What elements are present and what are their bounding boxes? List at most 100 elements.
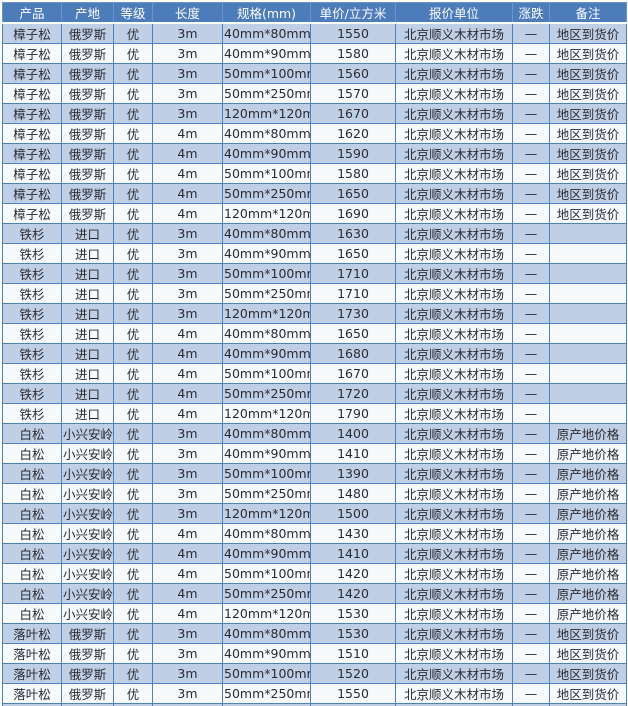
table-cell: 1580 (310, 163, 396, 184)
table-cell: 白松 (2, 463, 62, 484)
table-cell: 1530 (310, 623, 396, 644)
table-cell: 4m (152, 543, 223, 564)
table-cell: 铁杉 (2, 223, 62, 244)
table-cell: 1620 (310, 123, 396, 144)
table-cell: 120mm*120mm (222, 203, 311, 224)
table-cell: — (512, 343, 550, 364)
table-cell: 1420 (310, 583, 396, 604)
table-cell: 1570 (310, 83, 396, 104)
table-cell: 落叶松 (2, 643, 62, 664)
table-cell: 落叶松 (2, 683, 62, 704)
table-cell: 3m (152, 423, 223, 444)
table-cell: 1560 (310, 63, 396, 84)
table-cell: 地区到货价 (549, 103, 627, 124)
table-cell: — (512, 243, 550, 264)
table-cell: 地区到货价 (549, 43, 627, 64)
table-cell: 优 (113, 263, 153, 284)
table-cell: 3m (152, 63, 223, 84)
table-cell: 1670 (310, 103, 396, 124)
table-cell: — (512, 523, 550, 544)
table-cell: 优 (113, 303, 153, 324)
table-cell: 小兴安岭 (61, 543, 114, 564)
table-cell: 北京顺义木材市场 (395, 223, 513, 244)
table-cell: 白松 (2, 583, 62, 604)
table-cell: 3m (152, 643, 223, 664)
table-cell: 3m (152, 683, 223, 704)
table-row: 樟子松 俄罗斯优 4m 50mm*250mm 1650 北京顺义木材市场 — 地区到货价 (2, 183, 627, 204)
table-cell: 40mm*90mm (222, 143, 311, 164)
table-cell: 原产地价格 (549, 463, 627, 484)
table-cell: 白松 (2, 523, 62, 544)
table-cell: 40mm*90mm (222, 43, 311, 64)
table-cell: 优 (113, 83, 153, 104)
table-cell: 北京顺义木材市场 (395, 523, 513, 544)
table-cell: 1590 (310, 143, 396, 164)
column-header-origin: 产地 (61, 2, 114, 24)
table-cell: 40mm*80mm (222, 223, 311, 244)
table-cell: 白松 (2, 543, 62, 564)
table-cell: 北京顺义木材市场 (395, 123, 513, 144)
table-cell: 原产地价格 (549, 603, 627, 624)
table-cell: 北京顺义木材市场 (395, 683, 513, 704)
table-cell: 铁杉 (2, 363, 62, 384)
table-row: 落叶松 俄罗斯优 3m 50mm*100mm 1520 北京顺义木材市场 — 地区到货价 (2, 663, 627, 684)
table-cell: 俄罗斯 (61, 123, 114, 144)
table-cell: 优 (113, 503, 153, 524)
table-cell: 1390 (310, 463, 396, 484)
table-cell: — (512, 463, 550, 484)
table-cell: 优 (113, 483, 153, 504)
table-cell: 原产地价格 (549, 483, 627, 504)
table-cell: 地区到货价 (549, 663, 627, 684)
table-cell: 小兴安岭 (61, 583, 114, 604)
table-cell: 北京顺义木材市场 (395, 663, 513, 684)
table-cell: 优 (113, 383, 153, 404)
table-cell: 北京顺义木材市场 (395, 183, 513, 204)
table-cell: 1510 (310, 643, 396, 664)
table-cell: 优 (113, 363, 153, 384)
table-cell: 樟子松 (2, 43, 62, 64)
table-cell: 50mm*100mm (222, 63, 311, 84)
table-cell: 地区到货价 (549, 703, 627, 706)
table-cell: 俄罗斯 (61, 143, 114, 164)
table-cell: 优 (113, 163, 153, 184)
table-cell: 40mm*90mm (222, 343, 311, 364)
table-cell: 50mm*250mm (222, 683, 311, 704)
table-cell: 4m (152, 363, 223, 384)
table-cell: 3m (152, 503, 223, 524)
table-cell: 北京顺义木材市场 (395, 363, 513, 384)
table-cell: 4m (152, 563, 223, 584)
table-cell: 原产地价格 (549, 543, 627, 564)
table-cell: 1400 (310, 423, 396, 444)
table-cell: 优 (113, 183, 153, 204)
table-cell: 白松 (2, 423, 62, 444)
table-cell: — (512, 143, 550, 164)
table-row: 落叶松俄罗斯优3m120mm*120mm1580北京顺义木材市场—地区到货价 (2, 703, 627, 706)
table-cell: 优 (113, 323, 153, 344)
table-cell: 北京顺义木材市场 (395, 63, 513, 84)
table-cell: — (512, 83, 550, 104)
table-cell: 小兴安岭 (61, 563, 114, 584)
table-cell: 1730 (310, 303, 396, 324)
table-cell: 4m (152, 583, 223, 604)
table-cell: 优 (113, 463, 153, 484)
table-row: 铁杉 进口优 4m 40mm*80mm 1650 北京顺义木材市场 — (2, 323, 627, 344)
table-cell: 原产地价格 (549, 563, 627, 584)
table-cell: 40mm*90mm (222, 443, 311, 464)
column-header-product: 产品 (2, 2, 62, 24)
table-row: 樟子松 俄罗斯优 3m 50mm*250mm 1570 北京顺义木材市场 — 地区到货价 (2, 83, 627, 104)
table-cell: 进口 (61, 363, 114, 384)
table-cell: 樟子松 (2, 22, 62, 44)
table-cell: 3m (152, 443, 223, 464)
table-cell: 地区到货价 (549, 143, 627, 164)
table-cell: 地区到货价 (549, 163, 627, 184)
table-cell: 原产地价格 (549, 503, 627, 524)
table-cell: 1520 (310, 663, 396, 684)
table-cell: — (512, 663, 550, 684)
table-row: 落叶松 俄罗斯优 3m 50mm*250mm 1550 北京顺义木材市场 — 地区到货价 (2, 683, 627, 704)
table-cell: 50mm*100mm (222, 163, 311, 184)
table-cell: 铁杉 (2, 263, 62, 284)
table-cell: 1680 (310, 343, 396, 364)
table-cell: 1500 (310, 503, 396, 524)
table-row: 白松 小兴安岭优 3m 50mm*250mm 1480 北京顺义木材市场 — 原产地价格 (2, 483, 627, 504)
table-cell (549, 403, 627, 424)
